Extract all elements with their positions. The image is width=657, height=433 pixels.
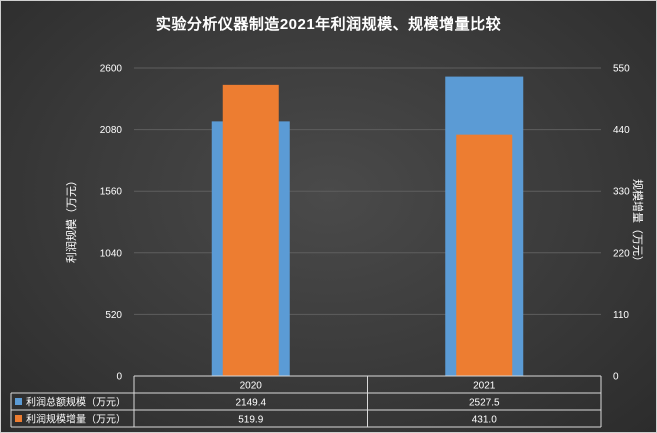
y-tick-label-right: 220 bbox=[613, 248, 630, 259]
legend-label: 利润总额规模（万元） bbox=[26, 396, 126, 409]
y-tick-label-right: 440 bbox=[613, 125, 630, 136]
y-tick-label-left: 1560 bbox=[100, 187, 123, 198]
data-label: 2149.4 bbox=[235, 398, 266, 409]
y-tick-label-left: 1040 bbox=[100, 248, 123, 259]
y-tick-label-right: 0 bbox=[613, 372, 619, 383]
y-tick-label-right: 550 bbox=[613, 64, 630, 75]
bar-profit-increase bbox=[222, 84, 279, 376]
y-tick-label-left: 2600 bbox=[100, 64, 123, 75]
bar-profit-increase bbox=[456, 134, 513, 376]
legend-swatch bbox=[15, 398, 22, 405]
legend-label: 利润规模增量（万元） bbox=[26, 413, 126, 426]
data-label: 519.9 bbox=[238, 415, 263, 426]
y-tick-label-right: 110 bbox=[613, 310, 629, 321]
chart-title: 实验分析仪器制造2021年利润规模、规模增量比较 bbox=[155, 16, 502, 33]
x-tick-label: 2021 bbox=[473, 381, 496, 392]
y-tick-label-left: 2080 bbox=[100, 125, 123, 136]
y-tick-label-left: 520 bbox=[105, 310, 122, 321]
data-label: 2527.5 bbox=[469, 398, 500, 409]
y-tick-label-left: 0 bbox=[116, 372, 122, 383]
y-tick-label-right: 330 bbox=[613, 187, 630, 198]
legend-swatch bbox=[15, 415, 22, 422]
data-label: 431.0 bbox=[472, 415, 497, 426]
x-tick-label: 2020 bbox=[240, 381, 263, 392]
